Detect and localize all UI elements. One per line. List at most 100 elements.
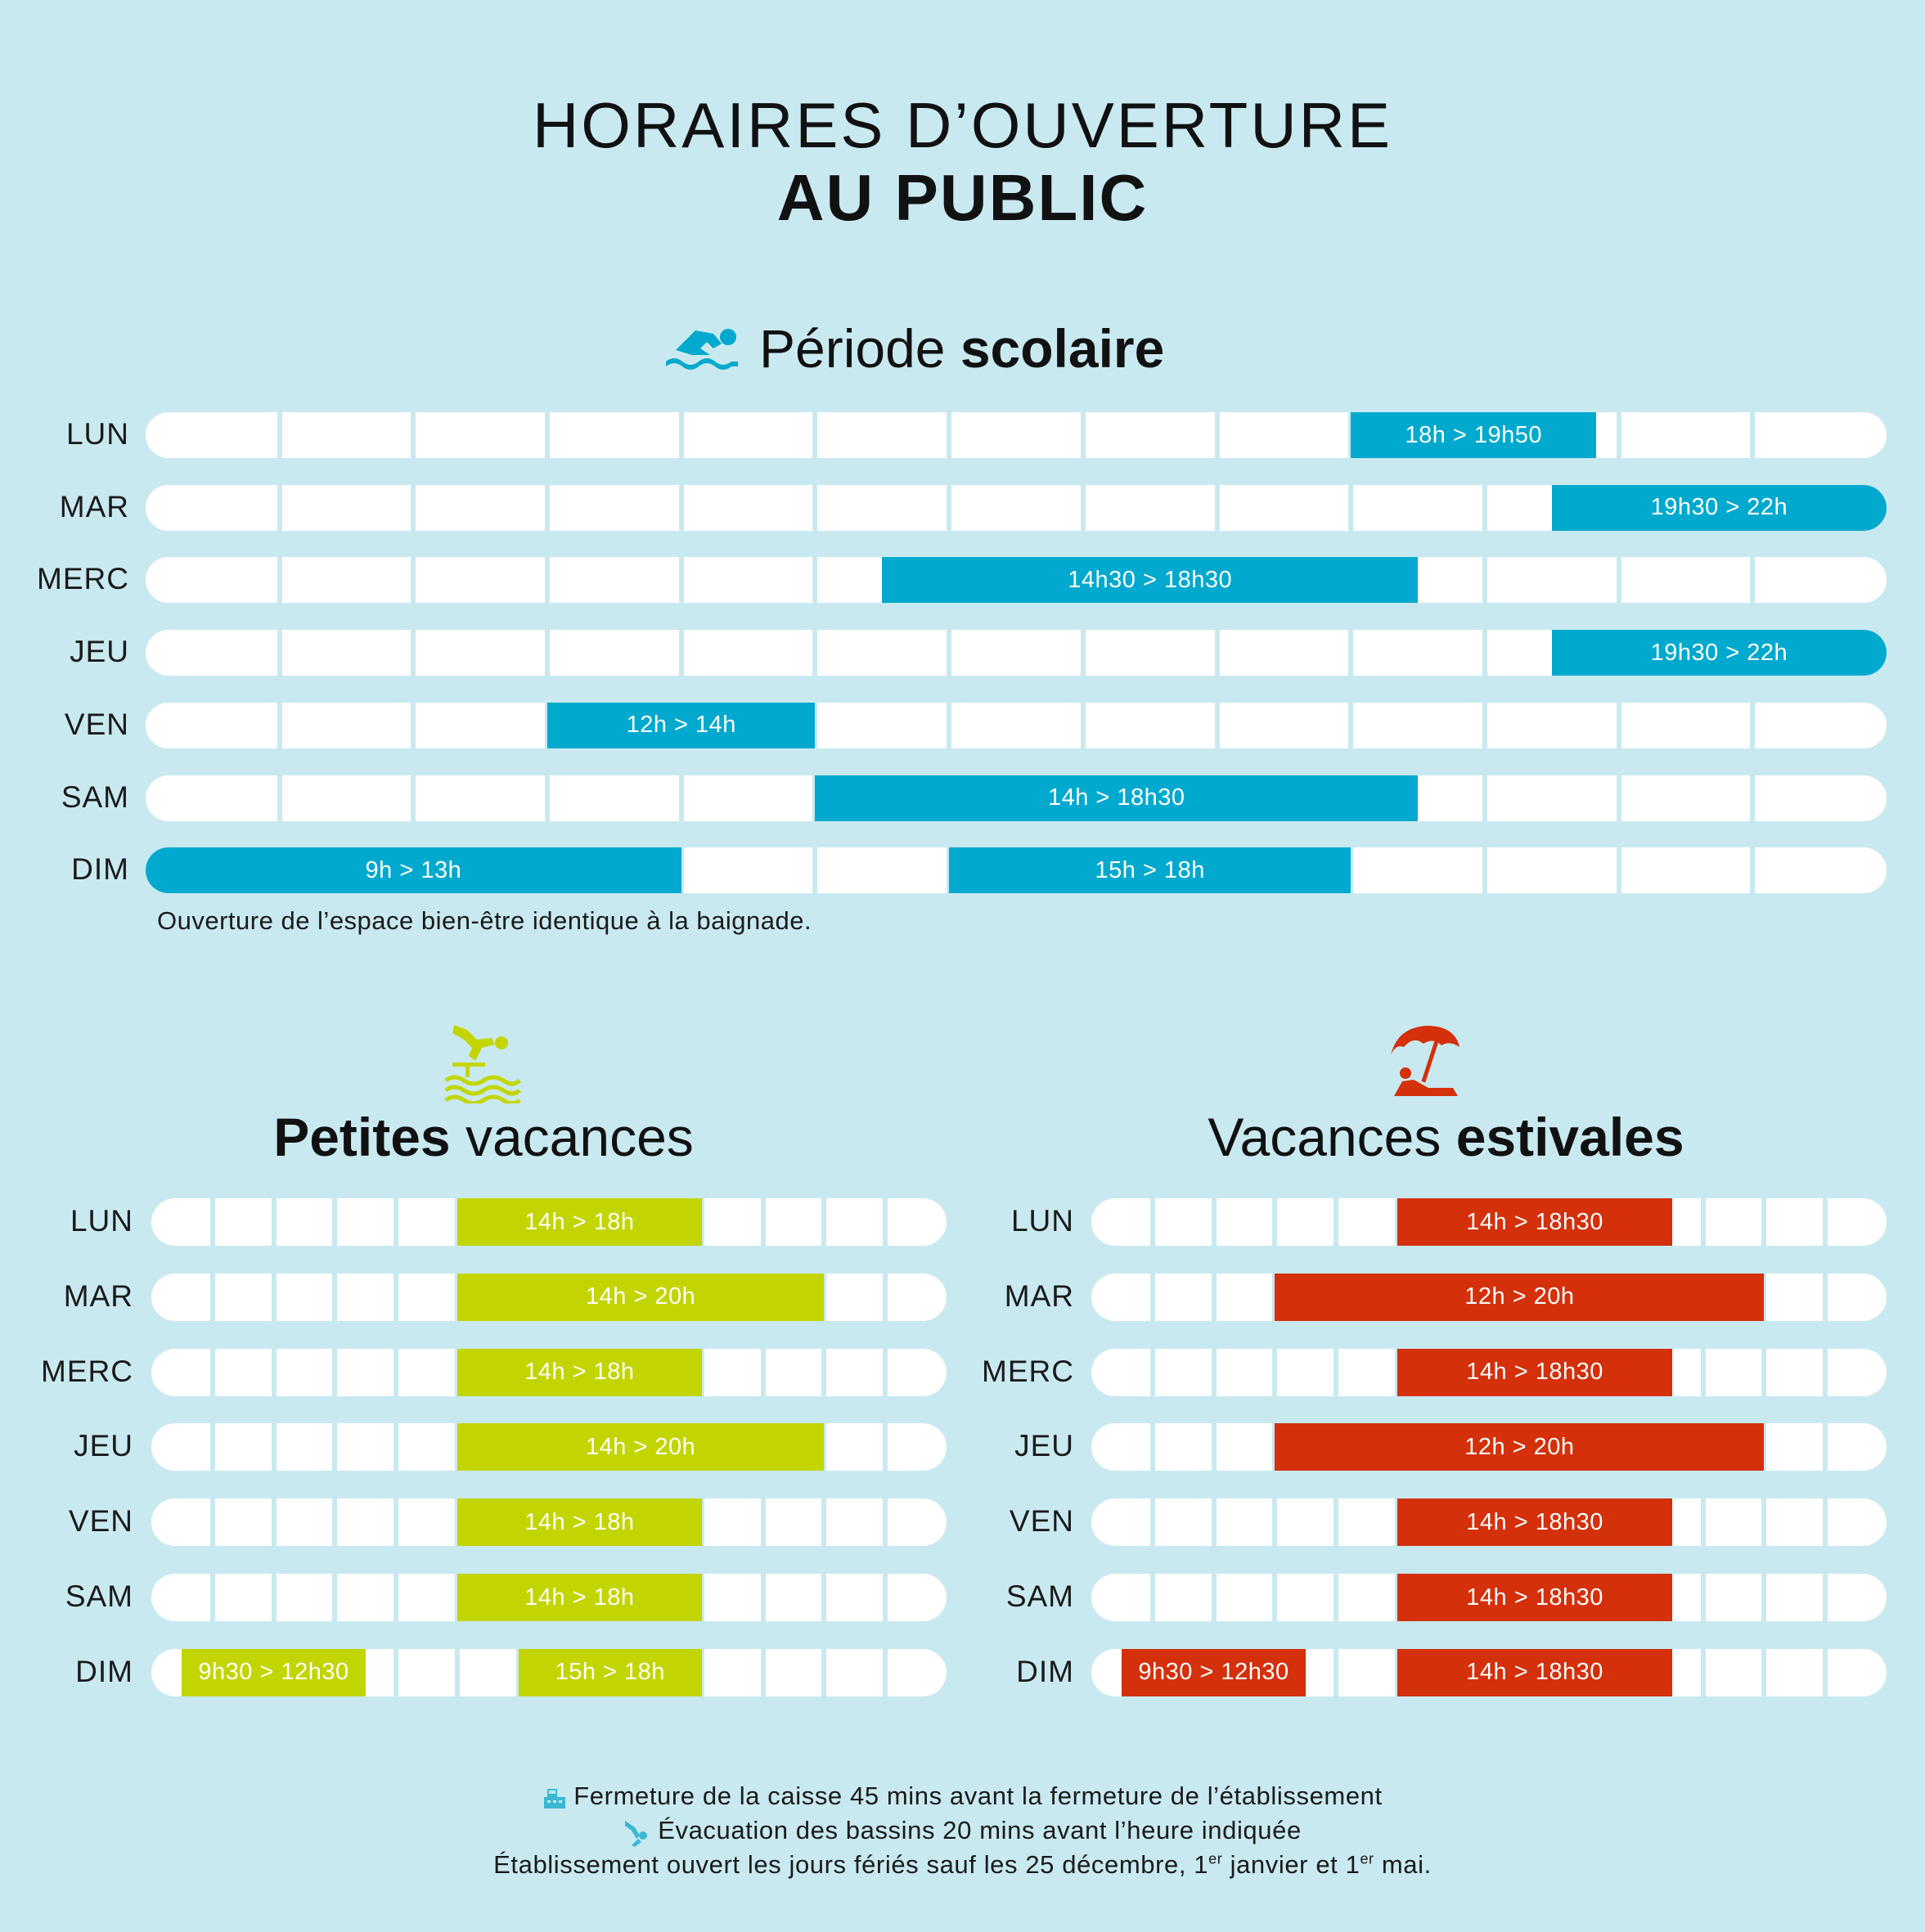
- hour-separator: [760, 1498, 766, 1547]
- hour-separator: [1823, 1348, 1828, 1396]
- hour-separator: [332, 1498, 338, 1547]
- hour-separator: [1750, 775, 1756, 821]
- hour-separator: [678, 775, 684, 821]
- schedule-track-lun: 14h > 18h: [151, 1198, 947, 1246]
- hour-separator: [1214, 702, 1220, 748]
- hour-separator: [812, 702, 818, 748]
- hour-separator: [1211, 1574, 1217, 1621]
- hour-separator: [332, 1423, 338, 1471]
- hour-separator: [821, 1423, 827, 1471]
- hour-separator: [812, 630, 818, 676]
- hour-separator: [332, 1348, 338, 1396]
- hour-separator: [394, 1574, 399, 1621]
- schedule-track-sam: 14h > 18h30: [1091, 1574, 1887, 1621]
- hour-separator: [271, 1348, 277, 1396]
- hour-separator: [1272, 1574, 1278, 1621]
- day-label-ven: VEN: [64, 707, 129, 741]
- hour-separator: [821, 1348, 827, 1396]
- schedule-track-ven: 12h > 14h: [146, 702, 1887, 748]
- hour-separator: [1750, 702, 1756, 748]
- hour-separator: [1080, 702, 1086, 748]
- hour-separator: [947, 630, 952, 676]
- hour-separator: [1149, 1498, 1155, 1547]
- day-label-merc: MERC: [982, 1354, 1074, 1388]
- hour-separator: [545, 412, 551, 458]
- hour-separator: [1761, 1498, 1767, 1547]
- hour-separator: [1482, 484, 1487, 531]
- hour-separator: [394, 1648, 399, 1696]
- hour-separator: [1750, 557, 1756, 604]
- hour-separator: [1823, 1198, 1828, 1246]
- hour-separator: [699, 1348, 704, 1396]
- day-label-mar: MAR: [63, 1278, 133, 1313]
- hour-separator: [1211, 1348, 1217, 1396]
- hour-separator: [947, 484, 952, 531]
- hour-separator: [1482, 775, 1487, 821]
- day-label-sam: SAM: [65, 1579, 133, 1613]
- hour-separator: [1761, 1273, 1767, 1321]
- hour-separator: [883, 1648, 888, 1696]
- hour-separator: [883, 1574, 888, 1621]
- hour-separator: [678, 484, 684, 531]
- hour-separator: [1211, 1498, 1217, 1547]
- day-label-merc: MERC: [41, 1354, 133, 1388]
- cash-register-icon: [544, 1788, 566, 1808]
- hour-separator: [883, 1198, 888, 1246]
- hour-separator: [812, 847, 818, 894]
- day-label-dim: DIM: [1016, 1654, 1074, 1688]
- hour-separator: [1482, 630, 1487, 676]
- schedule-track-sam: 14h > 18h30: [146, 775, 1887, 821]
- hour-separator: [271, 1423, 277, 1471]
- hour-separator: [1761, 1423, 1767, 1471]
- hour-separator: [394, 1348, 399, 1396]
- time-slot: 14h > 18h30: [815, 775, 1419, 821]
- schedule-track-ven: 14h > 18h: [151, 1498, 947, 1547]
- time-slot: 14h > 18h: [457, 1198, 702, 1246]
- page-title-line2: AU PUBLIC: [776, 161, 1149, 234]
- hour-separator: [1149, 1574, 1155, 1621]
- hour-separator: [947, 702, 952, 748]
- hour-separator: [1334, 1198, 1339, 1246]
- schedule-track-mar: 14h > 20h: [151, 1273, 947, 1321]
- hour-separator: [1214, 484, 1220, 531]
- hour-separator: [545, 557, 551, 604]
- day-label-merc: MERC: [37, 562, 129, 596]
- hour-separator: [1823, 1273, 1828, 1321]
- hour-separator: [1700, 1198, 1706, 1246]
- time-slot: 14h > 18h30: [1397, 1574, 1673, 1621]
- section-title-petites-bold: Petites: [273, 1107, 451, 1167]
- hour-separator: [1482, 847, 1487, 894]
- hour-separator: [277, 412, 282, 458]
- hour-separator: [209, 1273, 215, 1321]
- hour-separator: [760, 1198, 766, 1246]
- hour-separator: [1348, 702, 1354, 748]
- hour-separator: [883, 1498, 888, 1547]
- hour-separator: [812, 557, 818, 604]
- hour-separator: [411, 630, 416, 676]
- hour-separator: [1334, 1348, 1339, 1396]
- section-title-petites-regular: vacances: [450, 1107, 694, 1167]
- hour-separator: [411, 412, 416, 458]
- hour-separator: [209, 1498, 215, 1547]
- schedule-track-lun: 18h > 19h50: [146, 412, 1887, 458]
- hour-separator: [1761, 1574, 1767, 1621]
- hour-separator: [1750, 847, 1756, 894]
- hour-separator: [1348, 484, 1354, 531]
- hour-separator: [821, 1273, 827, 1321]
- hour-separator: [411, 484, 416, 531]
- hour-separator: [1214, 630, 1220, 676]
- hour-separator: [1334, 1648, 1339, 1696]
- hour-separator: [1616, 847, 1621, 894]
- hour-separator: [1211, 1273, 1217, 1321]
- time-slot: 19h30 > 22h: [1551, 484, 1887, 531]
- hour-separator: [1616, 557, 1621, 604]
- hour-separator: [1080, 630, 1086, 676]
- hour-separator: [1700, 1574, 1706, 1621]
- hour-separator: [1761, 1198, 1767, 1246]
- time-slot: 14h > 18h30: [1397, 1498, 1673, 1547]
- time-slot: 14h > 18h: [457, 1348, 702, 1396]
- hour-separator: [812, 412, 818, 458]
- footer-text-3a: Établissement ouvert les jours fériés sa…: [493, 1850, 1209, 1879]
- day-label-sam: SAM: [1005, 1579, 1074, 1613]
- schedule-track-dim: 9h30 > 12h30 15h > 18h: [151, 1648, 947, 1696]
